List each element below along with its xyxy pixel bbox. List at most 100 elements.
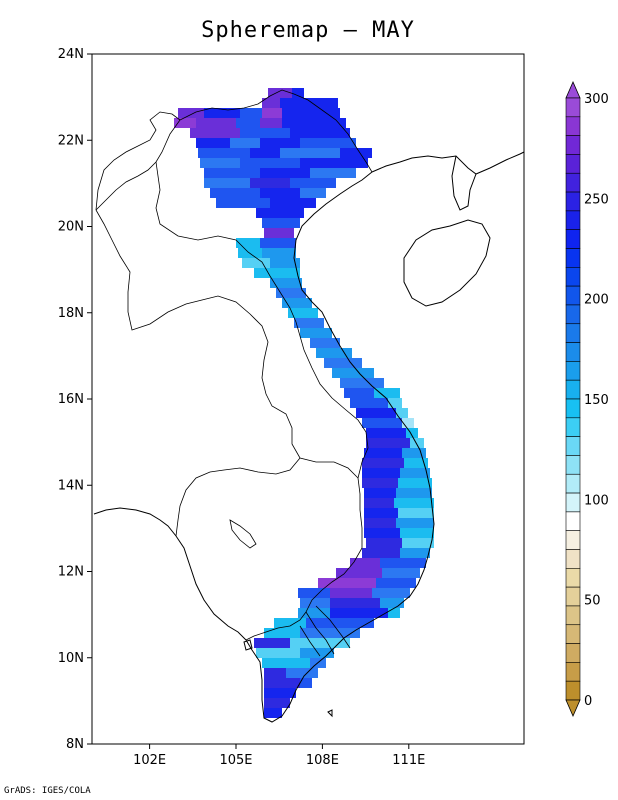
precip-cell: [260, 238, 296, 248]
precip-cell: [410, 438, 424, 448]
precip-cell: [398, 508, 434, 518]
precip-cell: [336, 568, 382, 578]
precip-cell: [298, 588, 330, 598]
precip-cell: [382, 568, 420, 578]
precip-cell: [178, 108, 204, 118]
border-china-vietnam: [179, 89, 373, 173]
precip-cell: [364, 508, 398, 518]
precip-cell: [274, 618, 306, 628]
precip-cell: [174, 118, 196, 128]
x-tick-label: 105E: [219, 753, 252, 768]
precip-cell: [396, 488, 432, 498]
precip-cell: [204, 178, 250, 188]
precip-cell: [196, 138, 230, 148]
precip-cell: [260, 168, 310, 178]
y-tick-label: 16N: [58, 392, 84, 407]
border-laos-thailand: [95, 209, 359, 479]
precip-cell: [316, 348, 352, 358]
precip-cell: [262, 218, 300, 228]
precip-cell: [290, 638, 350, 648]
precip-cell: [344, 388, 374, 398]
tonle-sap-lake: [229, 519, 257, 549]
precip-cell: [264, 688, 296, 698]
precip-cell: [404, 458, 428, 468]
precip-cell: [340, 148, 372, 158]
precip-cell: [364, 448, 402, 458]
precip-cell: [340, 378, 384, 388]
precip-cell: [310, 338, 340, 348]
precip-cell: [350, 558, 380, 568]
precip-cell: [300, 678, 312, 688]
y-tick-label: 20N: [58, 220, 84, 235]
precip-cell: [300, 138, 356, 148]
precip-cell: [306, 618, 374, 628]
precip-cell: [292, 88, 304, 98]
precip-cell: [260, 118, 282, 128]
precip-cell: [362, 478, 398, 488]
precip-cell: [264, 708, 282, 718]
precip-cell: [270, 198, 316, 208]
precip-cell: [260, 188, 300, 198]
border-cambodia: [175, 457, 363, 641]
precip-cell: [362, 458, 404, 468]
precip-cell: [300, 328, 332, 338]
y-tick-label: 14N: [58, 478, 84, 493]
precip-cell: [402, 448, 426, 458]
precip-cell: [330, 588, 372, 598]
precip-cell: [210, 188, 260, 198]
con-son-island: [327, 709, 333, 718]
precip-cell: [290, 128, 350, 138]
precip-cell: [380, 558, 426, 568]
precip-cell: [294, 318, 324, 328]
precip-cell: [300, 158, 368, 168]
precip-cell: [406, 428, 418, 438]
mainland-coastline: [245, 171, 435, 723]
precip-cell: [290, 178, 336, 188]
precip-cell: [366, 538, 402, 548]
precip-cell: [300, 188, 326, 198]
precip-cell: [374, 388, 400, 398]
precip-cell: [400, 548, 430, 558]
precip-cell: [216, 198, 270, 208]
precip-cell: [236, 238, 260, 248]
leizhou-coast: [451, 155, 477, 211]
precip-cell: [270, 258, 300, 268]
phu-quoc-island: [243, 639, 253, 651]
precip-cell: [262, 98, 280, 108]
precip-cell: [380, 598, 404, 608]
precip-cell: [264, 628, 300, 638]
precip-cell: [200, 158, 240, 168]
precip-cell: [286, 668, 318, 678]
precip-cell: [402, 538, 434, 548]
y-tick-label: 24N: [58, 47, 84, 62]
precip-cell: [280, 98, 338, 108]
precip-cell: [236, 118, 260, 128]
map-axes: 24N 22N 20N 18N 16N 14N 12N 10N 8N 102E 105E 108E 11…: [58, 47, 426, 768]
precip-cell: [250, 148, 280, 158]
y-tick-label: 8N: [66, 737, 84, 752]
precip-cell: [330, 598, 380, 608]
precip-cell: [282, 118, 346, 128]
precip-cell: [270, 278, 302, 288]
precip-cell: [240, 108, 262, 118]
y-tick-label: 22N: [58, 133, 84, 148]
cambodia-coast: [93, 507, 247, 641]
precip-cell: [396, 518, 434, 528]
precip-cell: [280, 148, 340, 158]
precip-cell: [376, 578, 416, 588]
precip-cell: [256, 648, 300, 658]
border-laos-north: [95, 111, 181, 211]
precip-cell: [400, 528, 434, 538]
hainan-island: [403, 219, 491, 307]
y-tick-label: 10N: [58, 651, 84, 666]
precip-cell: [256, 208, 304, 218]
border-laos-vietnam: [95, 119, 369, 479]
mekong-delta: [299, 605, 351, 657]
precip-cell: [268, 88, 292, 98]
precip-cell: [400, 468, 430, 478]
precip-cell: [262, 248, 296, 258]
precip-cell: [310, 168, 356, 178]
precip-cell: [324, 358, 362, 368]
precip-cell: [318, 578, 376, 588]
